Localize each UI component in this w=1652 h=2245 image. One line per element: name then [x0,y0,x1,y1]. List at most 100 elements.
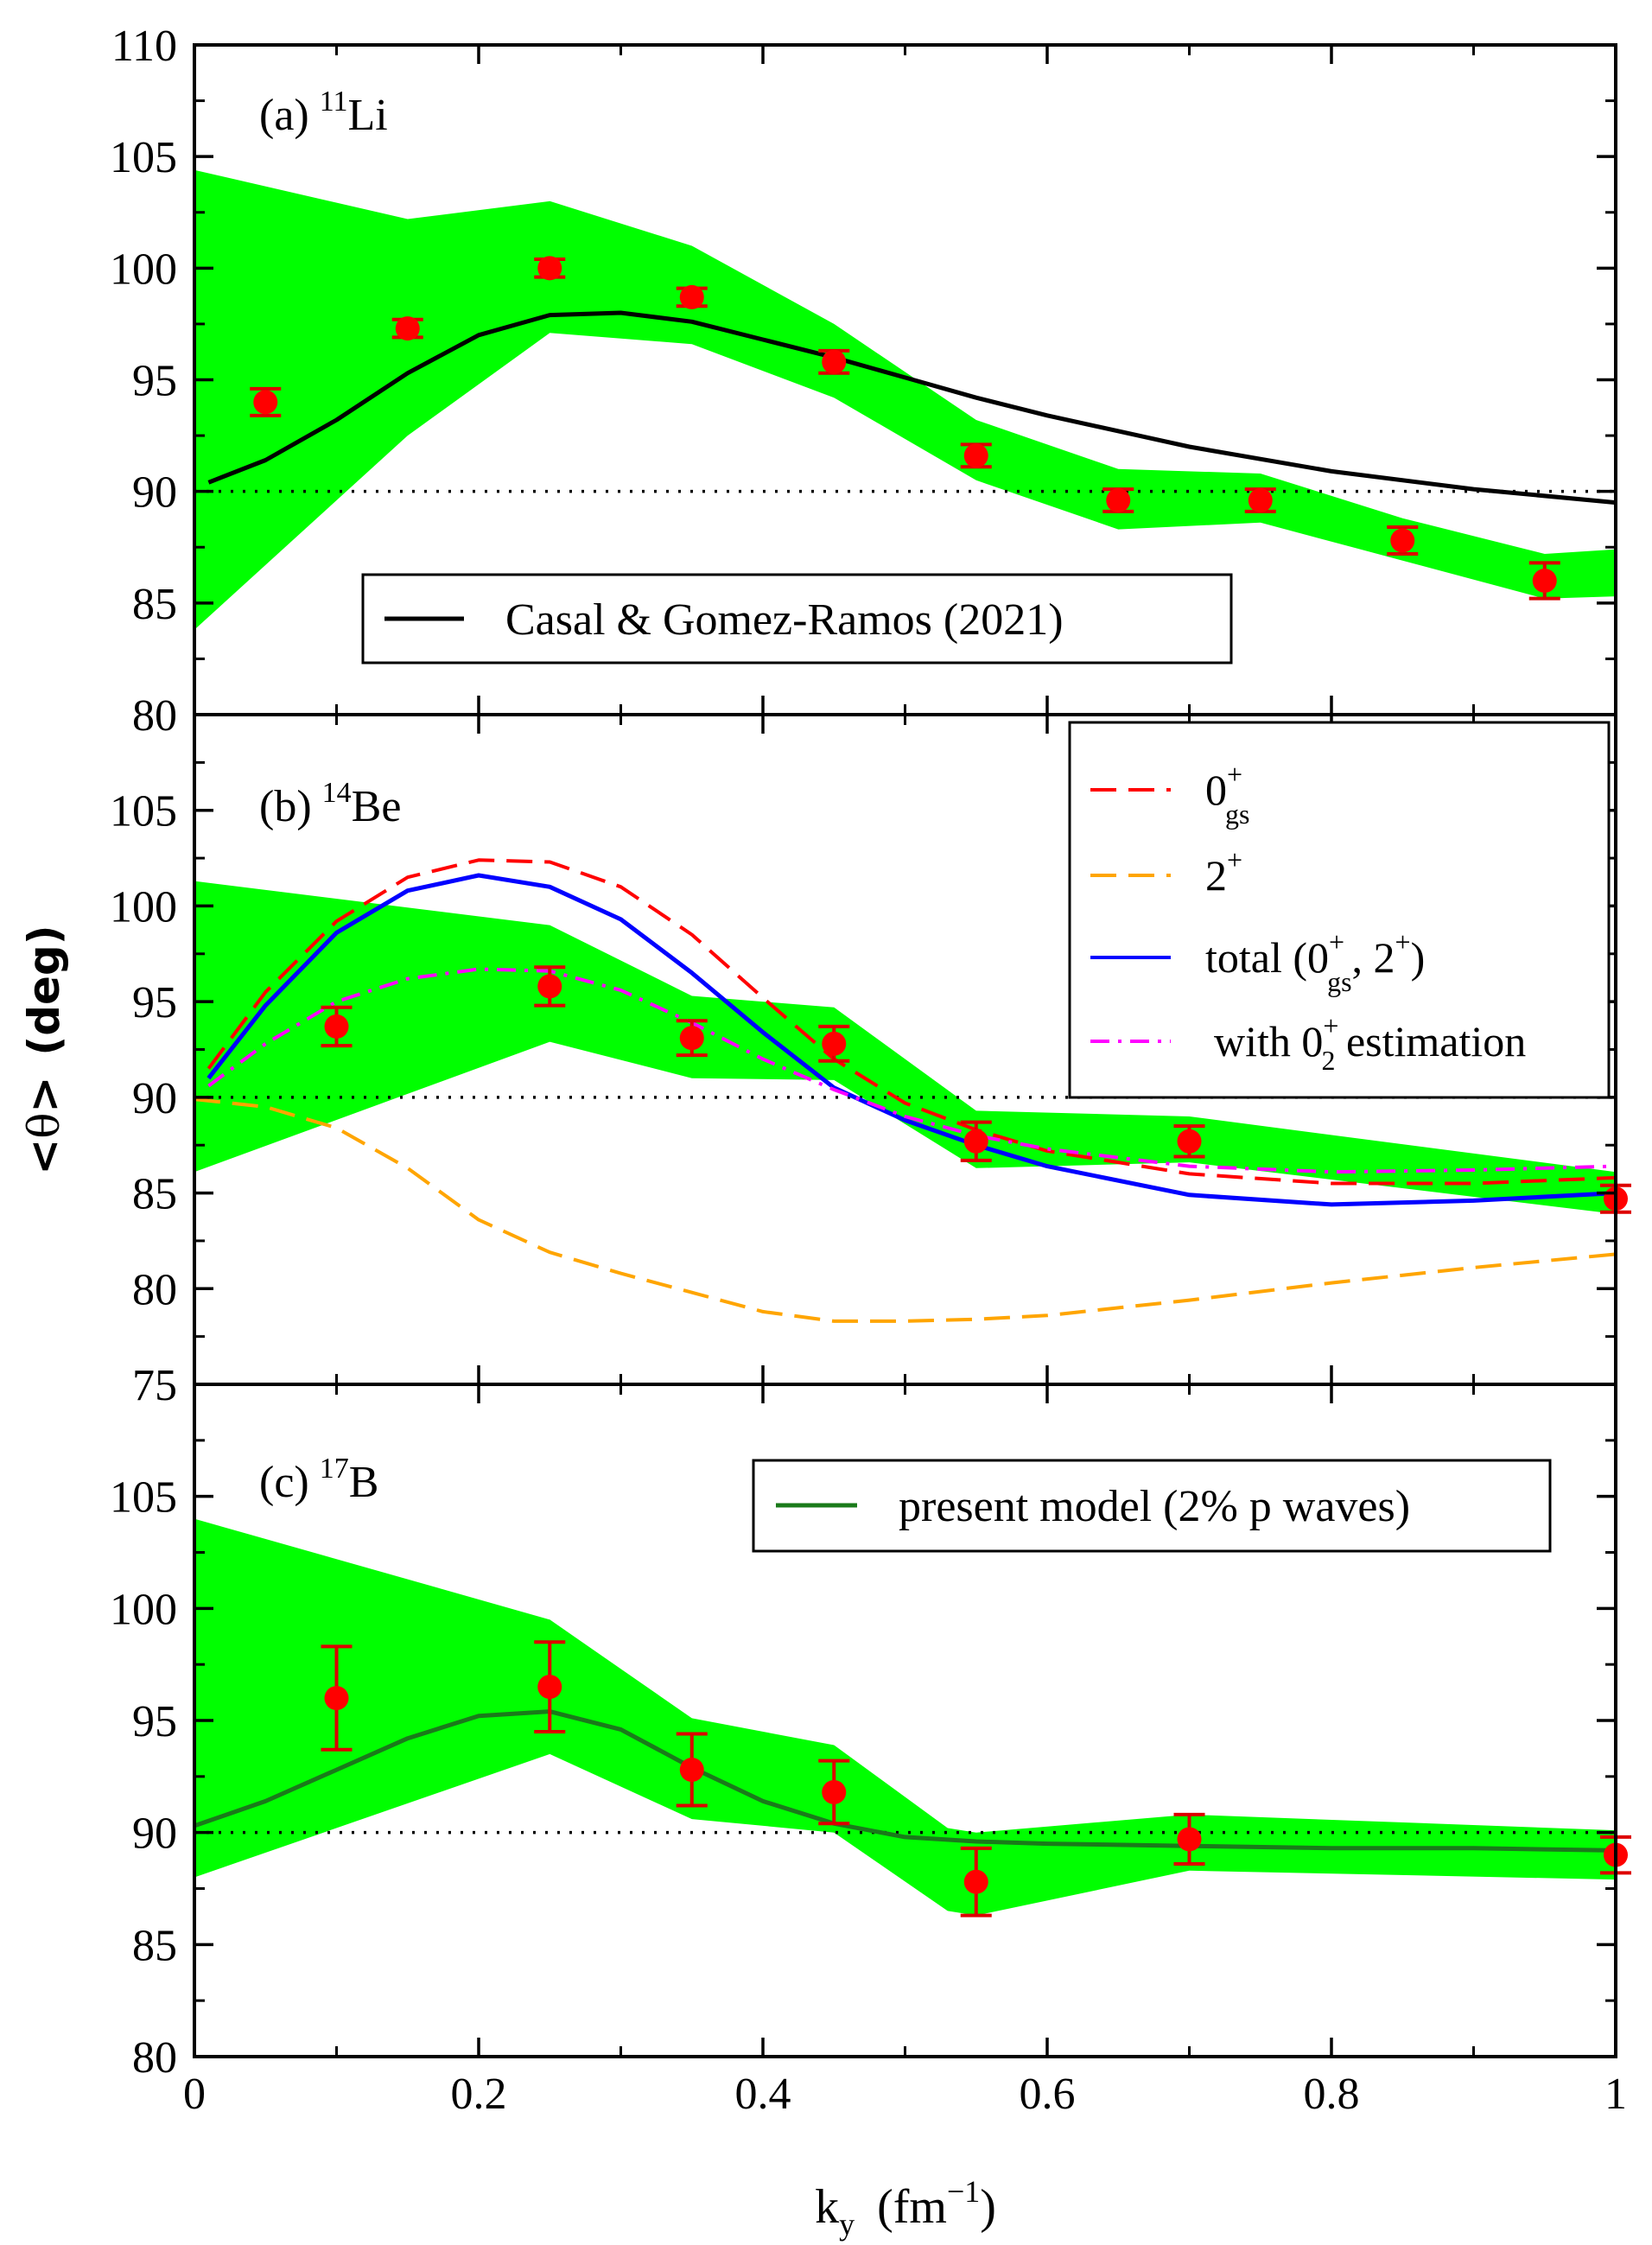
panel-c-curve-0 [194,1709,1617,1853]
legend-present-model-label: present model (2% p waves) [899,1482,1410,1531]
panel-c-data-point [321,1644,353,1752]
panel-a-data-point [391,316,423,341]
y-tick-label: 80 [132,2033,177,2083]
data-marker [822,1779,847,1804]
x-tick-label: 0 [183,2070,206,2119]
legend-total-label: total (0+ gs, 2+) [1205,926,1425,997]
panel-c: 80 85 90 95 100 105 (c) 17B present model (2% … [110,1383,1631,2083]
panel-b-data-point [321,1005,353,1048]
data-marker [822,1031,847,1056]
data-marker [1177,1827,1202,1852]
y-tick-label: 80 [132,691,177,741]
panel-c-series-layer [194,1709,1617,1853]
y-tick-label: 85 [132,580,177,629]
panel-b-points-layer [321,965,1631,1214]
panel-a-data-point [1102,487,1134,513]
panel-a-series-layer [207,310,1617,506]
x-axis-label: ky (fm−1) [815,2174,996,2242]
y-tick-label: 105 [110,787,177,836]
legend-gs-label: 0+ gs [1205,759,1250,830]
panel-a-data-point [676,284,708,309]
data-marker [537,256,562,281]
x-tick-label: 1 [1604,2070,1627,2119]
panel-c-data-point [1173,1812,1205,1866]
x-tick-labels: 0 0.2 0.4 0.6 0.8 1 [183,2070,1627,2119]
panel-c-data-point [960,1846,992,1917]
data-marker [822,349,847,374]
y-tick-label: 75 [132,1361,177,1410]
panel-b-series-layer [194,858,1617,1323]
panel-b-curve-1 [194,1097,1617,1323]
panel-a-band-layer [194,169,1616,630]
panel-c-data-point [818,1758,850,1826]
data-marker [963,1129,988,1154]
panel-a-uncertainty-band [194,169,1616,630]
panel-b-curve-3 [207,967,1617,1174]
data-marker [1106,488,1131,512]
panel-a-data-point [818,348,850,375]
y-tick-label: 100 [110,882,177,932]
panel-b-data-point [1173,1124,1205,1159]
panel-a-data-point [1528,561,1560,601]
y-tick-label: 105 [110,1473,177,1523]
panel-b-data-point [818,1024,850,1063]
data-marker [324,1686,349,1711]
panel-c-band-layer [194,1518,1616,1916]
y-tick-label: 95 [132,978,177,1027]
y-tick-label: 100 [110,1585,177,1634]
y-tick-label: 85 [132,1170,177,1219]
legend-casal-label: Casal & Gomez-Ramos (2021) [505,595,1064,645]
legend-2plus-label: 2+ [1205,844,1242,900]
y-tick-label: 90 [132,468,177,518]
panel-b-legend: 0+ gs 2+ total (0+ gs, 2+) with 0+ 2 estima… [1068,721,1611,1099]
panel-a-data-point [250,386,282,417]
panel-c-legend: present model (2% p waves) [752,1459,1552,1553]
panel-b-data-point [676,1019,708,1058]
y-tick-label: 100 [110,245,177,294]
panel-b-curve-0 [206,858,1617,1186]
panel-c-label: (c) 17B [259,1453,378,1507]
panel-a-legend: Casal & Gomez-Ramos (2021) [361,573,1233,665]
panel-b: 75 80 85 90 95 100 105 (b) 14Be 0+ gs 2+ total (… [110,713,1631,1410]
panel-c-data-point [676,1732,708,1808]
panel-b-label: (b) 14Be [259,777,401,831]
data-marker [679,1758,704,1783]
panel-a-data-point [1387,525,1419,556]
data-marker [1177,1129,1202,1154]
y-axis-label: <θ>(deg) [19,925,69,1174]
panel-c-legend-box [752,1459,1552,1553]
legend-estimation-label: with 0+ 2 estimation [1214,1010,1526,1076]
x-tick-label: 0.2 [451,2070,507,2119]
data-marker [324,1014,349,1039]
data-marker [963,443,988,468]
panel-a-data-point [1244,487,1276,513]
panel-a: 80 85 90 95 100 105 110 (a) 11Li Casal & Gomez-… [110,22,1617,741]
y-tick-label: 105 [110,133,177,182]
x-tick-label: 0.6 [1020,2070,1076,2119]
data-marker [537,974,562,999]
y-tick-label: 90 [132,1074,177,1123]
panel-b-legend-box [1068,721,1611,1099]
panel-a-label: (a) 11Li [259,86,388,140]
data-marker [963,1869,988,1894]
y-tick-label: 95 [132,1697,177,1746]
data-marker [1248,488,1273,512]
panel-a-curve-0 [207,310,1617,506]
panel-c-data-point [534,1640,566,1733]
data-marker [1390,528,1415,553]
y-tick-label: 85 [132,1921,177,1970]
x-tick-label: 0.4 [735,2070,791,2119]
data-marker [679,1026,704,1051]
data-marker [253,390,278,415]
panel-a-ticks-layer: 80 85 90 95 100 105 110 [110,22,1617,741]
panel-b-data-point [534,965,566,1008]
panel-a-points-layer [250,256,1560,601]
panel-a-data-point [960,442,992,469]
y-tick-label: 110 [111,22,177,71]
y-tick-label: 80 [132,1265,177,1314]
data-marker [395,316,420,341]
y-tick-label: 95 [132,357,177,406]
data-marker [1532,569,1557,593]
panel-b-data-point [960,1120,992,1162]
